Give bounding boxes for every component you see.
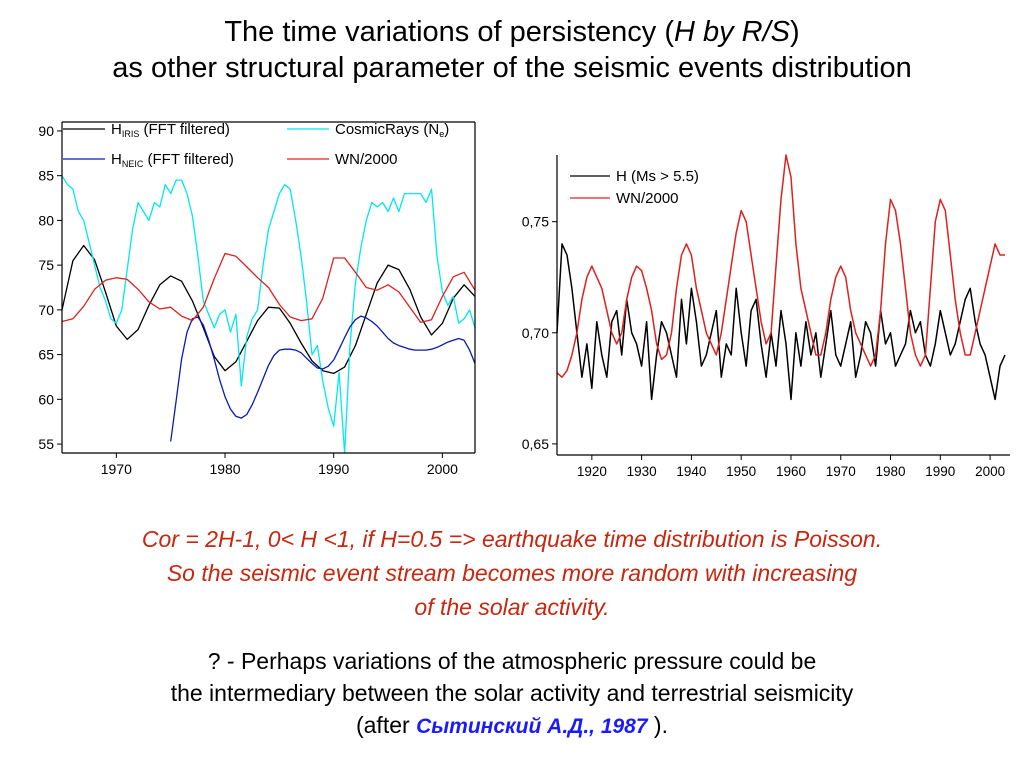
right-series-line-2 (556, 154, 1005, 378)
right-legend-label-1: H (Ms > 5.5) (616, 168, 699, 185)
correlation-note: Cor = 2H-1, 0< H <1, if H=0.5 => earthqu… (0, 522, 1024, 624)
cor-line-3: of the solar activity. (414, 594, 610, 620)
right-x-tick-label: 1930 (627, 464, 657, 479)
right-x-tick-label: 1980 (876, 464, 906, 479)
left-x-tick-label: 2000 (427, 461, 458, 477)
left-legend-label-2: CosmicRays (Ne) (335, 121, 449, 139)
left-legend-label-4: WN/2000 (335, 151, 398, 168)
right-series-line-1 (556, 243, 1006, 401)
title-line-1: The time variations of persistency (H by… (224, 16, 800, 48)
right-legend-label-2: WN/2000 (616, 190, 679, 207)
left-y-tick-label: 65 (38, 347, 54, 363)
left-x-tick-label: 1980 (209, 461, 240, 477)
right-x-tick-label: 1960 (776, 464, 806, 479)
left-series-line-3 (170, 315, 476, 442)
left-y-tick-label: 85 (38, 168, 54, 184)
left-y-tick-label: 55 (38, 436, 54, 452)
note-line-3: (after Сытинский А.Д., 1987 ). (355, 712, 668, 738)
note-line-2: the intermediary between the solar activ… (170, 680, 854, 706)
citation: Сытинский А.Д., 1987 (416, 715, 648, 738)
right-x-tick-label: 1920 (577, 464, 607, 479)
right-x-tick-label: 1970 (826, 464, 856, 479)
left-legend-label-1: HIRIS (FFT filtered) (111, 121, 230, 139)
right-x-tick-label: 1950 (726, 464, 756, 479)
left-y-tick-label: 90 (38, 123, 54, 139)
left-y-tick-label: 80 (38, 212, 54, 228)
title-italic: H by R/S (673, 16, 791, 48)
right-x-tick-label: 1990 (925, 464, 955, 479)
left-x-tick-label: 1990 (318, 461, 349, 477)
left-x-tick-label: 1970 (101, 461, 132, 477)
title-line-2: as other structural parameter of the sei… (112, 52, 912, 84)
left-y-tick-label: 70 (38, 302, 54, 318)
left-chart: 55 60 65 70 75 80 85 90 1970 1980 1990 2000 HIRIS (F… (38, 121, 476, 477)
slide-title: The time variations of persistency (H by… (0, 14, 1024, 86)
right-chart: 0,65 0,70 0,75 1920 1930 1940 1950 1960 1970 1980… (522, 154, 1010, 479)
cor-line-2: So the seismic event stream becomes more… (166, 560, 858, 586)
right-y-tick-label: 0,65 (522, 436, 549, 452)
right-x-tick-label: 2000 (975, 464, 1005, 479)
left-y-tick-label: 75 (38, 257, 54, 273)
left-y-tick-label: 60 (38, 391, 54, 407)
right-y-tick-label: 0,70 (522, 325, 549, 341)
right-x-tick-label: 1940 (676, 464, 706, 479)
left-legend-label-3: HNEIC (FFT filtered) (111, 151, 234, 169)
left-series-line-2 (61, 175, 476, 454)
cor-line-1: Cor = 2H-1, 0< H <1, if H=0.5 => earthqu… (141, 526, 883, 552)
left-series-line-1 (61, 244, 476, 375)
right-y-tick-label: 0,75 (522, 214, 549, 230)
hypothesis-note: ? - Perhaps variations of the atmospheri… (0, 645, 1024, 743)
left-series-line-4 (61, 252, 476, 324)
note-line-1: ? - Perhaps variations of the atmospheri… (207, 648, 817, 674)
